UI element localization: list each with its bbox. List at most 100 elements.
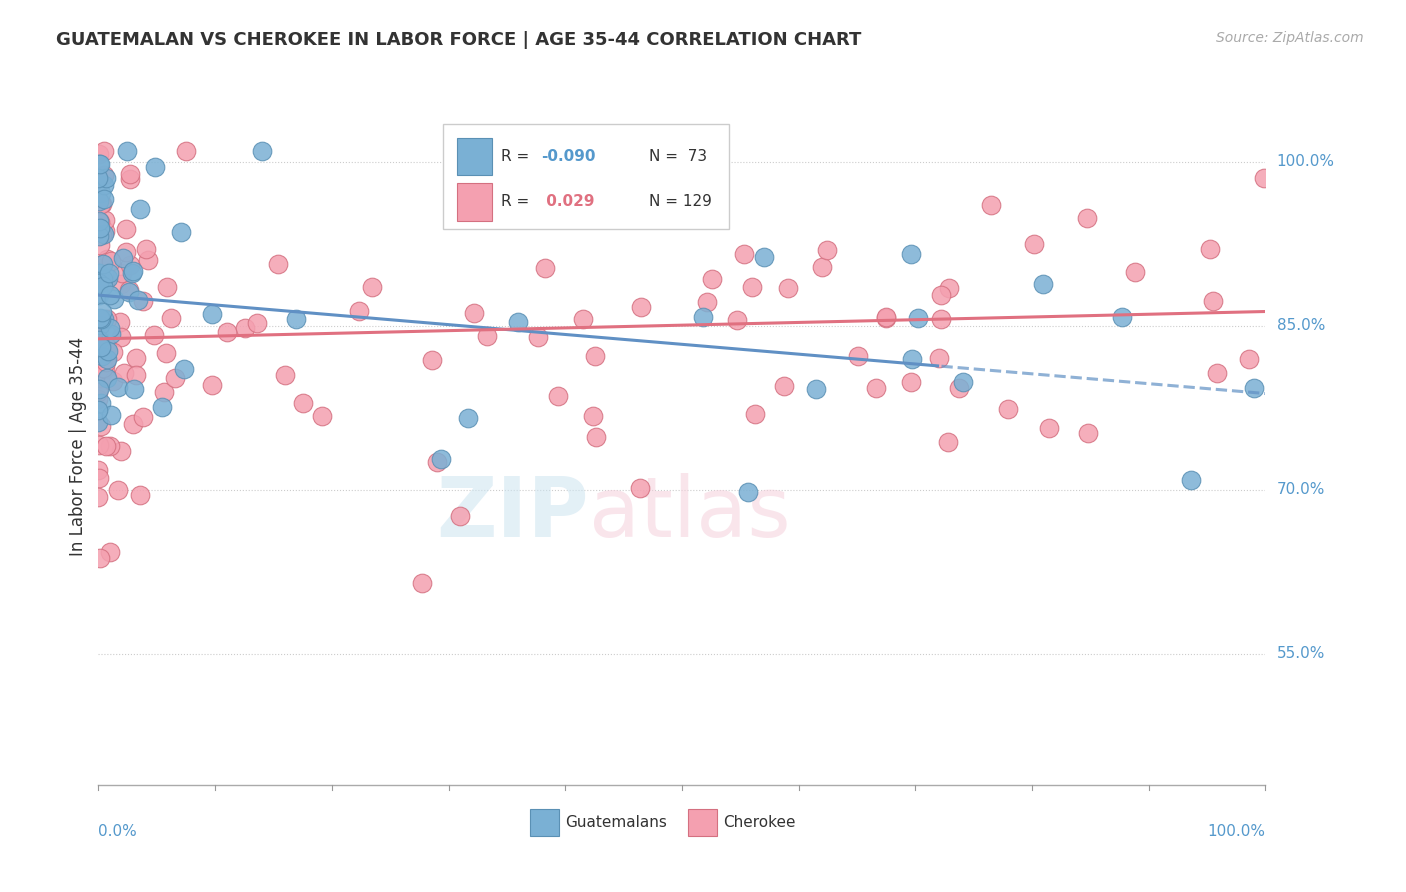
- Point: [111, 266, 134, 280]
- Point: [583, 349, 606, 363]
- Point: [804, 382, 827, 396]
- Point: [121, 266, 143, 280]
- Text: Source: ZipAtlas.com: Source: ZipAtlas.com: [1216, 31, 1364, 45]
- Point: [93, 362, 115, 376]
- Point: [110, 444, 132, 458]
- Point: [96, 370, 118, 384]
- Point: [1253, 171, 1275, 186]
- Point: [89, 396, 111, 410]
- Point: [155, 346, 177, 360]
- Point: [93, 312, 115, 326]
- FancyBboxPatch shape: [457, 183, 492, 220]
- Point: [89, 310, 111, 325]
- Point: [129, 202, 152, 216]
- Point: [752, 250, 775, 264]
- Point: [112, 251, 135, 265]
- Point: [122, 417, 145, 431]
- Point: [527, 329, 550, 343]
- Text: GUATEMALAN VS CHEROKEE IN LABOR FORCE | AGE 35-44 CORRELATION CHART: GUATEMALAN VS CHEROKEE IN LABOR FORCE | …: [56, 31, 862, 49]
- Point: [900, 247, 922, 261]
- Point: [1243, 381, 1265, 395]
- Point: [776, 281, 799, 295]
- Point: [120, 258, 142, 272]
- Y-axis label: In Labor Force | Age 35-44: In Labor Force | Age 35-44: [69, 336, 87, 556]
- Point: [91, 272, 114, 286]
- Point: [87, 415, 110, 429]
- Point: [112, 367, 135, 381]
- Point: [1077, 425, 1099, 440]
- Point: [135, 242, 157, 256]
- Point: [101, 344, 124, 359]
- Point: [170, 225, 193, 239]
- Point: [89, 237, 111, 252]
- Point: [426, 455, 449, 469]
- Text: 0.029: 0.029: [541, 194, 595, 210]
- Point: [87, 277, 110, 291]
- Point: [347, 303, 370, 318]
- Text: ZIP: ZIP: [436, 474, 589, 554]
- Point: [100, 327, 122, 342]
- Point: [87, 267, 110, 281]
- Point: [929, 288, 952, 302]
- Text: Guatemalans: Guatemalans: [565, 814, 666, 830]
- Point: [90, 340, 112, 354]
- FancyBboxPatch shape: [443, 124, 728, 229]
- Point: [87, 229, 110, 244]
- Point: [89, 367, 111, 381]
- Point: [89, 550, 111, 565]
- Point: [457, 411, 479, 425]
- Point: [87, 471, 110, 485]
- Point: [90, 349, 112, 363]
- Point: [143, 160, 166, 174]
- Point: [700, 272, 723, 286]
- Point: [129, 488, 152, 502]
- Point: [696, 295, 718, 310]
- Point: [90, 312, 112, 326]
- Point: [89, 277, 111, 292]
- Point: [115, 244, 138, 259]
- Point: [87, 287, 110, 301]
- Point: [91, 351, 114, 365]
- Point: [127, 293, 149, 307]
- Point: [948, 380, 970, 394]
- Point: [87, 259, 110, 273]
- Point: [122, 264, 145, 278]
- Point: [93, 144, 115, 158]
- Point: [96, 312, 118, 326]
- Point: [87, 194, 110, 208]
- Point: [94, 212, 117, 227]
- Point: [420, 353, 443, 368]
- Point: [571, 312, 593, 326]
- Point: [97, 270, 120, 285]
- Point: [250, 144, 273, 158]
- Point: [463, 306, 485, 320]
- Point: [93, 192, 115, 206]
- Point: [98, 439, 121, 453]
- Text: 70.0%: 70.0%: [1277, 483, 1324, 497]
- Point: [125, 368, 148, 383]
- Point: [150, 400, 173, 414]
- Point: [997, 401, 1019, 416]
- Point: [361, 280, 384, 294]
- Point: [1239, 351, 1261, 366]
- Point: [96, 170, 118, 185]
- Point: [132, 293, 155, 308]
- Point: [94, 439, 117, 453]
- Point: [93, 168, 115, 182]
- Point: [174, 144, 197, 158]
- Point: [901, 352, 924, 367]
- Point: [233, 320, 256, 334]
- Text: 0.0%: 0.0%: [98, 824, 138, 838]
- Point: [87, 402, 110, 417]
- Text: -0.090: -0.090: [541, 149, 595, 164]
- Point: [582, 409, 605, 424]
- Text: 100.0%: 100.0%: [1277, 154, 1334, 169]
- FancyBboxPatch shape: [688, 809, 717, 836]
- Point: [132, 410, 155, 425]
- Point: [90, 186, 112, 201]
- Point: [97, 266, 120, 280]
- Point: [103, 292, 125, 306]
- Point: [929, 312, 952, 326]
- Point: [311, 409, 333, 424]
- Point: [87, 334, 110, 348]
